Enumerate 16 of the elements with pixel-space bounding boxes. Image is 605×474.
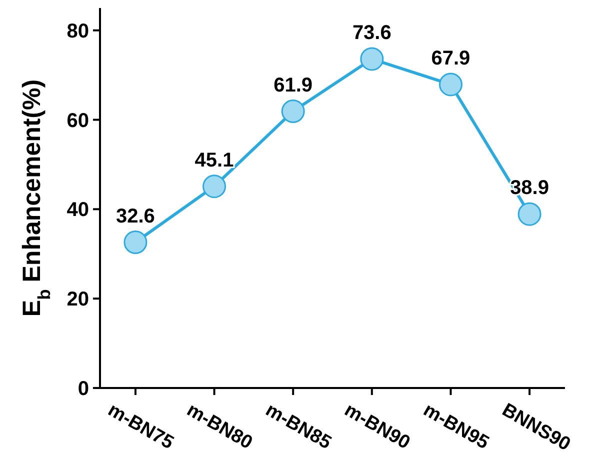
point xyxy=(202,174,226,198)
y-tick-label: 20 xyxy=(66,288,89,311)
y-tick-label: 40 xyxy=(66,199,89,222)
point xyxy=(360,47,384,71)
data-label: 61.9 xyxy=(274,74,313,96)
y-tick-label: 0 xyxy=(78,378,89,400)
y-tick-label: 80 xyxy=(66,20,89,42)
point xyxy=(124,230,148,254)
data-label: 67.9 xyxy=(431,47,470,70)
point xyxy=(438,72,462,96)
point xyxy=(518,202,542,226)
data-label: 32.6 xyxy=(116,205,155,228)
data-label: 45.1 xyxy=(194,149,234,172)
y-tick-label: 60 xyxy=(66,110,89,132)
data-label: 73.6 xyxy=(352,22,392,44)
point xyxy=(281,100,305,124)
